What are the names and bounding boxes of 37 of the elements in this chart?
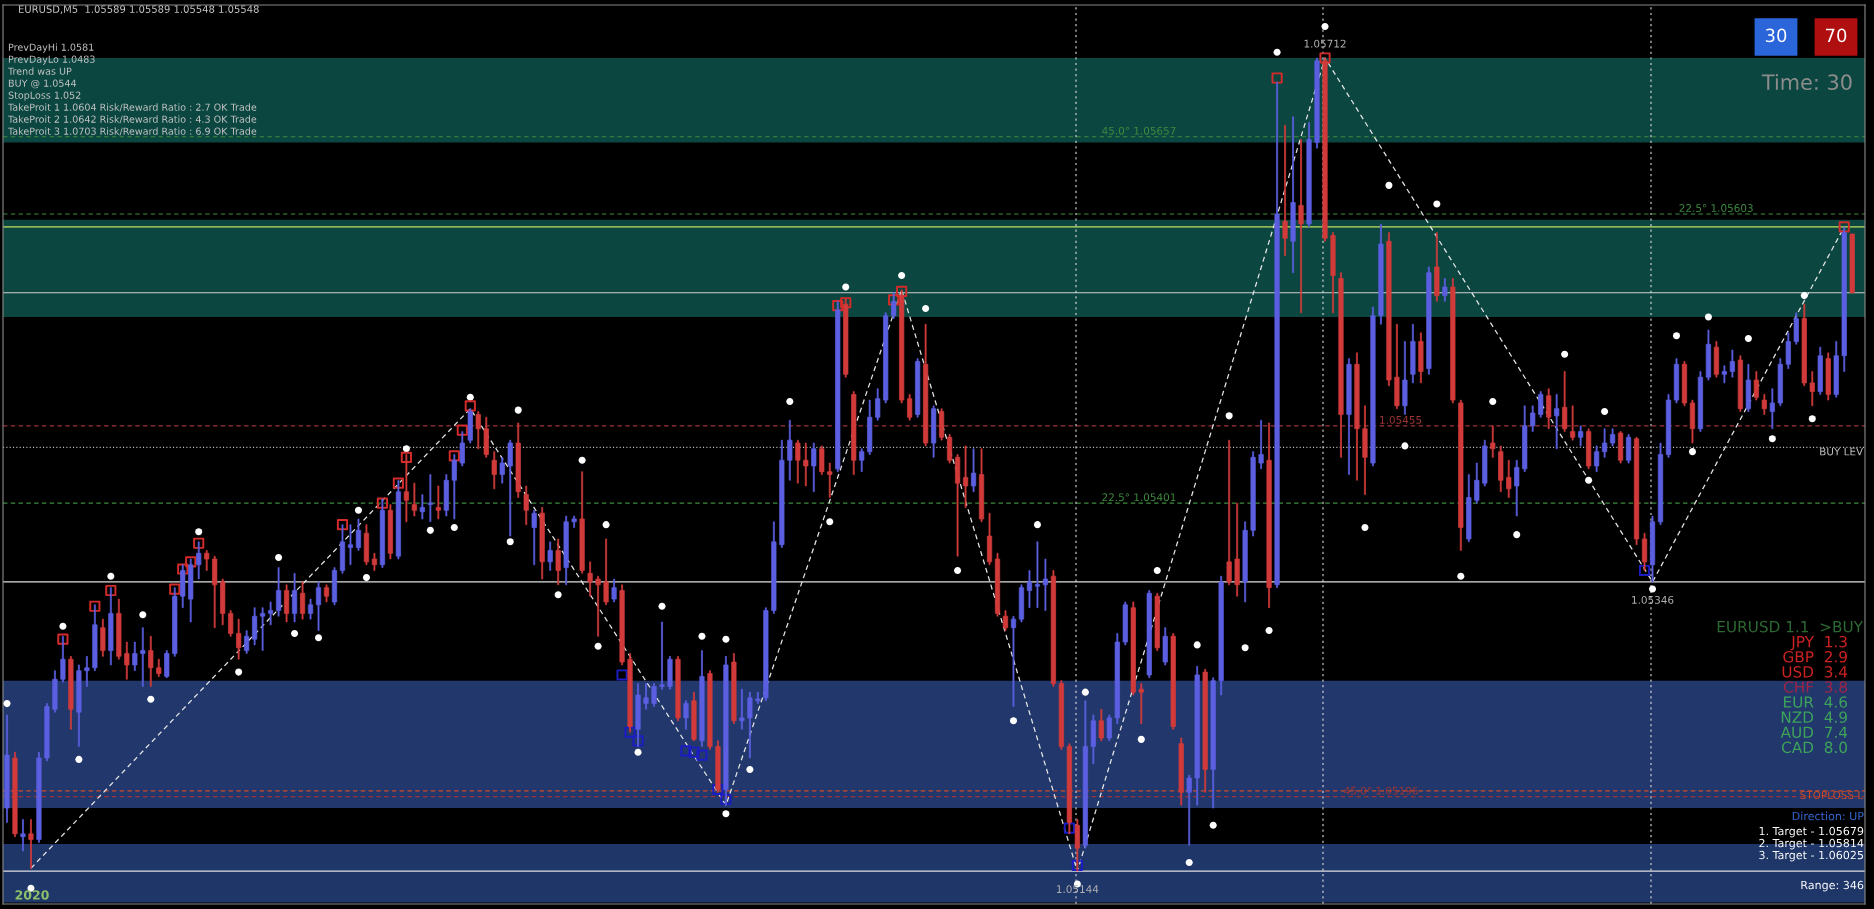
annotation: 30 bbox=[1765, 28, 1787, 43]
ref-line-label: STOPLOSS L bbox=[1800, 791, 1864, 799]
annotation: PrevDayHi 1.0581 bbox=[8, 43, 94, 53]
annotation: GBP 2.9 bbox=[1783, 650, 1847, 663]
annotation: EUR 4.6 bbox=[1784, 696, 1848, 708]
annotation: StopLoss 1.052 bbox=[8, 91, 81, 101]
annotation: CHF 3.8 bbox=[1783, 681, 1847, 693]
ref-line-label: 45.0° 1.05657 bbox=[1102, 126, 1176, 135]
annotation: PrevDayLo 1.0483 bbox=[8, 55, 95, 65]
annotation: 3. Target - 1.06025 bbox=[1759, 850, 1864, 862]
annotation: JPY 1.3 bbox=[1790, 635, 1847, 651]
annotation: EURUSD 1.1 >BUY bbox=[1717, 620, 1864, 633]
annotation: Trend was UP bbox=[7, 67, 72, 75]
annotation: 70 bbox=[1825, 28, 1847, 43]
annotation: 1.05144 bbox=[1056, 885, 1099, 894]
annotation: 1.05346 bbox=[1632, 595, 1674, 604]
ref-line-label: 45.0° 1.05196 bbox=[1344, 786, 1418, 795]
annotation: TakeProit 3 1.0703 Risk/Reward Ratio : 6.9 OK Trade bbox=[7, 127, 257, 136]
annotation: 1. Target - 1.05679 bbox=[1759, 826, 1864, 838]
annotation: BUY @ 1.0544 bbox=[8, 79, 77, 89]
annotation: 2. Target - 1.05814 bbox=[1759, 838, 1864, 850]
annotation: TakeProit 2 1.0642 Risk/Reward Ratio : 4.3 OK Trade bbox=[7, 115, 257, 124]
ref-line-label: 1.05455 bbox=[1380, 415, 1422, 424]
annotation: NZD 4.9 bbox=[1781, 711, 1847, 723]
ref-line-label: 22.5° 1.05401 bbox=[1102, 493, 1176, 502]
annotation: 1.05712 bbox=[1304, 39, 1346, 48]
chart-title: EURUSD,M5 1.05589 1.05589 1.05548 1.05548 bbox=[18, 5, 259, 14]
annotation: Range: 346 bbox=[1801, 880, 1864, 892]
annotation: Direction: UP bbox=[1792, 811, 1864, 821]
ref-line-label: 22.5° 1.05603 bbox=[1679, 204, 1753, 212]
annotation: 2020 bbox=[15, 890, 49, 900]
annotation: CAD 8.0 bbox=[1781, 741, 1847, 754]
annotation: Time: 30 bbox=[1761, 73, 1852, 91]
annotation: USD 3.4 bbox=[1782, 666, 1848, 678]
ref-line-label: BUY LEV bbox=[1820, 447, 1864, 456]
annotation: AUD 7.4 bbox=[1780, 726, 1848, 739]
annotation: TakeProit 1 1.0604 Risk/Reward Ratio : 2.7 OK Trade bbox=[7, 103, 257, 112]
